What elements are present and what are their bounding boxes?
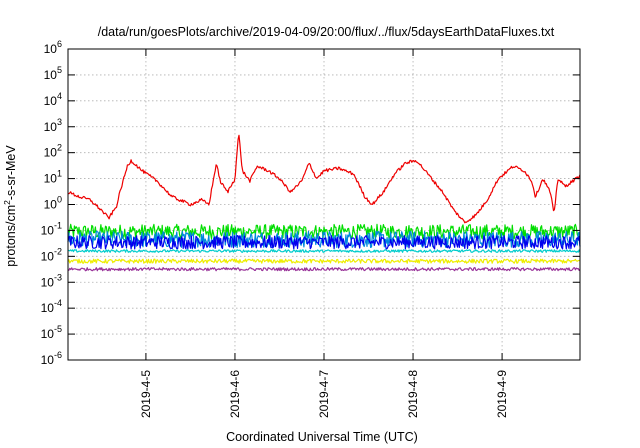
y-tick-label: 10-2 — [41, 246, 62, 263]
y-tick-label: 100 — [44, 195, 62, 212]
x-tick-label: 2019-4-7 — [317, 370, 331, 418]
x-tick-label: 2019-4-9 — [495, 370, 509, 418]
y-axis-label: protons/cm2-s-sr-MeV — [2, 145, 18, 267]
y-axis-label-superscript: 2 — [2, 200, 12, 205]
y-tick-label: 10-6 — [41, 350, 62, 367]
x-axis-label: Coordinated Universal Time (UTC) — [226, 430, 418, 444]
series-line — [67, 223, 581, 240]
x-tick-label: 2019-4-5 — [139, 370, 153, 418]
y-tick-label: 10-4 — [41, 298, 62, 315]
x-tick-label: 2019-4-8 — [406, 370, 420, 418]
y-tick-label: 10-3 — [41, 272, 62, 289]
y-tick-label: 10-1 — [41, 220, 62, 237]
y-tick-label: 106 — [44, 39, 62, 56]
chart-title: /data/run/goesPlots/archive/2019-04-09/2… — [98, 25, 555, 39]
y-axis-ticks: 10-6 10-5 10-4 10-3 10-2 10-1 100 101 102 103 104 1… — [41, 39, 580, 367]
series-line — [67, 258, 581, 264]
y-axis-label-main: protons/cm — [4, 205, 18, 267]
series-line — [67, 267, 581, 272]
y-tick-label: 101 — [44, 169, 62, 186]
series-layer — [67, 134, 581, 272]
y-tick-label: 105 — [44, 65, 62, 82]
series-line — [67, 134, 581, 224]
series-line — [67, 249, 581, 253]
x-axis-ticks: 2019-4-5 2019-4-6 2019-4-7 2019-4-8 2019-4-9 — [139, 49, 509, 418]
y-tick-label: 10-5 — [41, 324, 62, 341]
y-axis-label-units: -s-sr-MeV — [4, 145, 18, 201]
y-tick-label: 104 — [44, 91, 62, 108]
x-tick-label: 2019-4-6 — [228, 370, 242, 418]
y-tick-label: 102 — [44, 143, 62, 160]
series-line — [67, 234, 581, 250]
y-tick-label: 103 — [44, 117, 62, 134]
